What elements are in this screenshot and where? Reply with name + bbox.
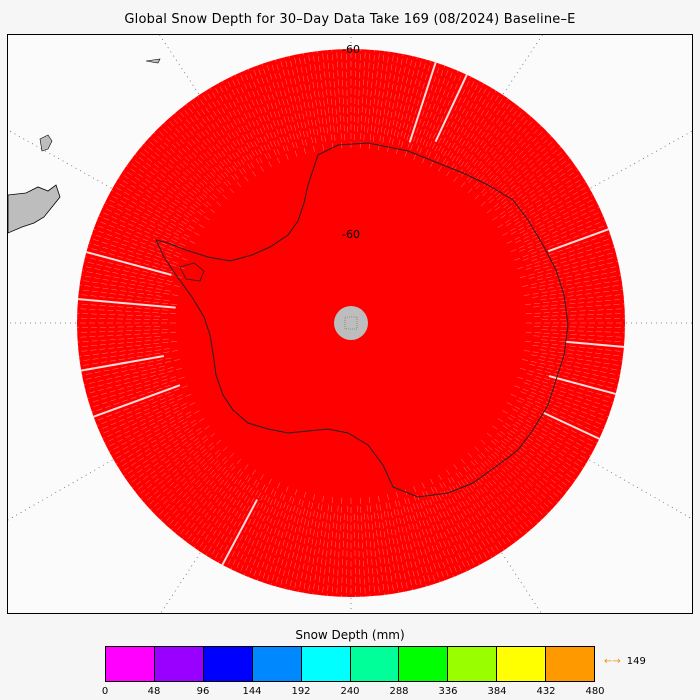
map-frame: -60 -60 (7, 34, 693, 614)
overflow-indicator: ←→ 149 (604, 656, 646, 667)
colorbar-title: Snow Depth (mm) (295, 628, 405, 642)
colorbar-tick-label: 432 (536, 686, 556, 697)
colorbar-tick-label: 288 (389, 686, 409, 697)
antarctica-coastline (155, 142, 569, 498)
colorbar-ticks: 0 48 96 144 192 240 288 336 384 432 480 (101, 686, 605, 700)
colorbar-swatch (399, 647, 449, 681)
colorbar-tick-label: 384 (487, 686, 507, 697)
colorbar (105, 646, 595, 682)
ice-shelf-outline (179, 262, 205, 282)
latitude-label-outer: -60 (342, 43, 360, 56)
colorbar-tick-label: 240 (340, 686, 360, 697)
pole-hole (334, 306, 368, 340)
colorbar-swatch (154, 647, 204, 681)
falklands-land (39, 134, 53, 152)
colorbar-tick-label: 96 (196, 686, 210, 697)
polar-map: -60 -60 (8, 35, 692, 613)
colorbar-tick-label: 48 (147, 686, 161, 697)
overflow-arrow-icon: ←→ (604, 656, 621, 667)
latitude-label-inner: -60 (342, 228, 360, 241)
small-island (145, 58, 161, 64)
colorbar-swatch (546, 647, 595, 681)
colorbar-tick-label: 336 (438, 686, 458, 697)
colorbar-swatch (203, 647, 253, 681)
swath-texture (77, 49, 625, 597)
colorbar-swatch (106, 647, 155, 681)
overflow-value: 149 (626, 656, 646, 667)
colorbar-tick-label: 144 (242, 686, 262, 697)
colorbar-tick-label: 480 (585, 686, 605, 697)
colorbar-swatch (497, 647, 547, 681)
colorbar-swatch (448, 647, 498, 681)
colorbar-tick-label: 192 (291, 686, 311, 697)
south-america-land (8, 184, 61, 234)
colorbar-swatch (301, 647, 351, 681)
map-title: Global Snow Depth for 30–Day Data Take 1… (124, 12, 576, 27)
colorbar-tick-label: 0 (101, 686, 109, 697)
colorbar-swatch (350, 647, 400, 681)
colorbar-swatch (252, 647, 302, 681)
